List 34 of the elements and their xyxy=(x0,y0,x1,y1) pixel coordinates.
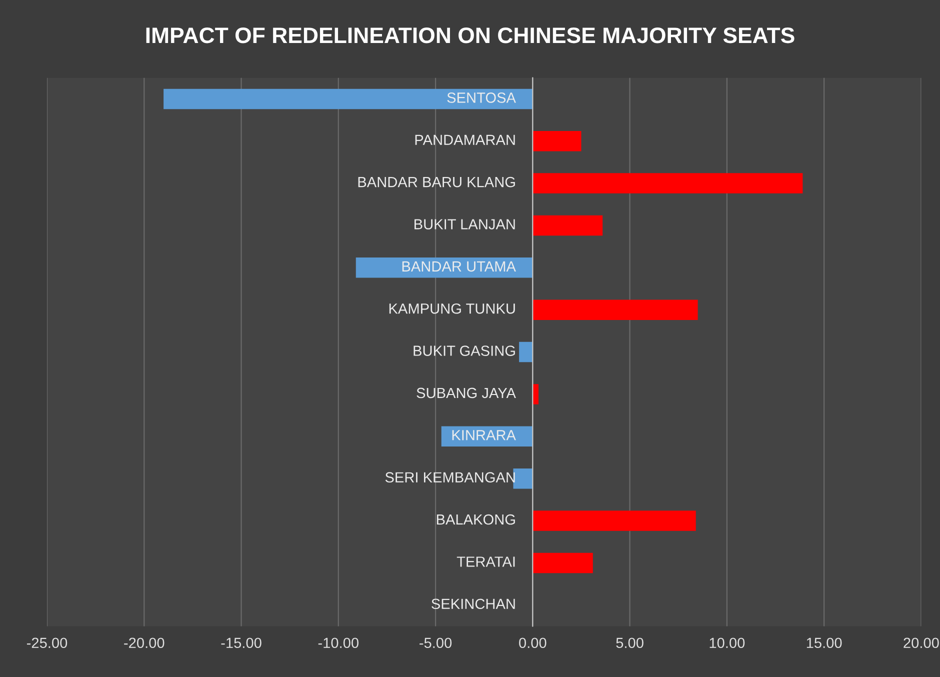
x-tick-label: 0.00 xyxy=(519,638,546,648)
x-tick-label: 10.00 xyxy=(710,638,745,648)
bar xyxy=(532,300,698,320)
y-tick-label: BUKIT LANJAN xyxy=(414,219,515,230)
y-tick-label: SEKINCHAN xyxy=(432,598,515,610)
bar xyxy=(532,215,603,236)
chart-title: IMPACT OF REDELINEATION ON CHINESE MAJORITY SEATS xyxy=(146,27,794,44)
bar xyxy=(164,88,533,110)
x-tick-label: -5.00 xyxy=(420,638,452,648)
x-tick-label: 15.00 xyxy=(806,638,842,648)
x-tick-label: -15.00 xyxy=(221,638,262,648)
y-tick-label: KINRARA xyxy=(452,430,516,440)
y-tick-label: BALAKONG xyxy=(436,514,515,525)
y-tick-label: BANDAR UTAMA xyxy=(402,261,516,272)
x-tick-label: -20.00 xyxy=(124,638,164,648)
bar xyxy=(532,131,582,152)
bar xyxy=(532,384,538,404)
x-tick-label: -25.00 xyxy=(26,638,68,648)
bar xyxy=(532,552,593,574)
y-tick-label: PANDAMARAN xyxy=(415,134,515,145)
y-tick-label: BUKIT GASING xyxy=(414,346,515,356)
x-tick-label: -10.00 xyxy=(318,638,359,648)
x-tick-label: 5.00 xyxy=(616,638,644,648)
y-tick-label: TERATAI xyxy=(456,556,515,567)
bar xyxy=(356,258,533,278)
bar xyxy=(532,510,696,531)
bar xyxy=(513,468,533,489)
y-tick-label: SENTOSA xyxy=(447,92,516,103)
bar xyxy=(519,342,533,362)
bar xyxy=(532,173,803,194)
y-tick-label: BANDAR BARU KLANG xyxy=(358,176,515,188)
y-tick-label: KAMPUNG TUNKU xyxy=(389,303,515,314)
x-tick-label: 20.00 xyxy=(904,638,939,648)
y-tick-label: SUBANG JAYA xyxy=(416,388,516,398)
